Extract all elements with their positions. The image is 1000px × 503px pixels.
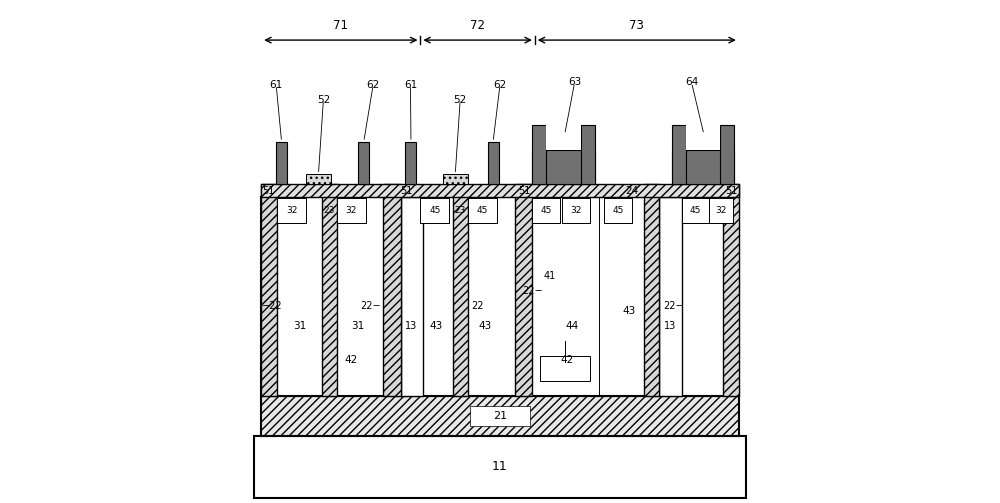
Bar <box>358 142 369 184</box>
Bar <box>686 125 720 149</box>
Bar <box>532 125 546 184</box>
Bar <box>443 175 468 184</box>
Bar <box>546 125 581 149</box>
Text: 21: 21 <box>493 410 507 421</box>
Bar <box>261 197 739 396</box>
Bar <box>488 142 499 184</box>
Bar <box>254 436 746 498</box>
Text: 22−: 22− <box>360 301 381 311</box>
Text: 31: 31 <box>293 321 307 331</box>
Bar <box>562 198 590 223</box>
Bar <box>420 198 449 223</box>
Bar <box>720 125 734 184</box>
Bar <box>470 406 530 426</box>
Text: 73: 73 <box>629 19 644 32</box>
Text: 51: 51 <box>725 186 737 196</box>
Text: 11: 11 <box>492 460 508 473</box>
Text: 22−: 22− <box>663 301 684 311</box>
Bar <box>532 149 595 184</box>
Text: 13: 13 <box>664 321 676 331</box>
Text: 13: 13 <box>405 321 418 331</box>
Text: 45: 45 <box>429 206 441 215</box>
Text: 52: 52 <box>317 95 330 105</box>
Text: 43: 43 <box>478 321 492 331</box>
Bar <box>306 175 331 184</box>
Bar <box>515 184 532 396</box>
Text: 42: 42 <box>344 355 357 365</box>
Text: 45: 45 <box>612 206 624 215</box>
Bar <box>532 198 560 223</box>
Bar <box>672 125 686 184</box>
Text: 22: 22 <box>472 301 484 311</box>
Bar <box>723 184 739 396</box>
Bar <box>644 184 659 396</box>
Bar <box>405 142 416 184</box>
Text: 72: 72 <box>470 19 485 32</box>
Bar <box>468 198 497 223</box>
Bar <box>672 149 734 184</box>
Text: 44: 44 <box>566 321 579 331</box>
Text: 23: 23 <box>324 206 335 215</box>
Bar <box>540 356 590 381</box>
Bar <box>659 197 682 396</box>
Text: 64: 64 <box>685 77 698 88</box>
Text: 32: 32 <box>286 206 297 215</box>
Text: 31: 31 <box>352 321 365 331</box>
Text: 51: 51 <box>263 186 275 196</box>
Bar <box>261 184 739 197</box>
Text: 43: 43 <box>430 321 443 331</box>
Bar <box>337 198 366 223</box>
Bar <box>261 184 277 396</box>
Text: 24: 24 <box>625 186 638 196</box>
Text: 41: 41 <box>544 272 556 281</box>
Bar <box>581 125 595 184</box>
Text: 32: 32 <box>346 206 357 215</box>
Text: 45: 45 <box>690 206 701 215</box>
Text: 22−: 22− <box>522 286 543 296</box>
Bar <box>276 142 287 184</box>
Text: 63: 63 <box>568 77 581 88</box>
Bar <box>322 184 337 396</box>
Bar <box>401 197 423 396</box>
Text: 45: 45 <box>540 206 552 215</box>
Text: 61: 61 <box>404 80 417 90</box>
Text: 51: 51 <box>519 186 531 196</box>
Bar <box>682 198 709 223</box>
Text: 71: 71 <box>333 19 348 32</box>
Text: −22: −22 <box>262 301 283 311</box>
Text: 51: 51 <box>400 186 413 196</box>
Text: 23: 23 <box>455 206 466 215</box>
Text: 45: 45 <box>476 206 488 215</box>
Bar <box>277 198 306 223</box>
Text: 62: 62 <box>367 80 380 90</box>
Text: 62: 62 <box>493 80 507 90</box>
Text: 43: 43 <box>623 306 636 316</box>
Bar <box>261 396 739 436</box>
Text: 52: 52 <box>454 95 467 105</box>
Text: 32: 32 <box>715 206 727 215</box>
Text: 32: 32 <box>570 206 582 215</box>
Bar <box>709 198 733 223</box>
Bar <box>453 184 468 396</box>
Text: 42: 42 <box>561 355 574 365</box>
Bar <box>383 184 401 396</box>
Text: 61: 61 <box>270 80 283 90</box>
Bar <box>604 198 632 223</box>
